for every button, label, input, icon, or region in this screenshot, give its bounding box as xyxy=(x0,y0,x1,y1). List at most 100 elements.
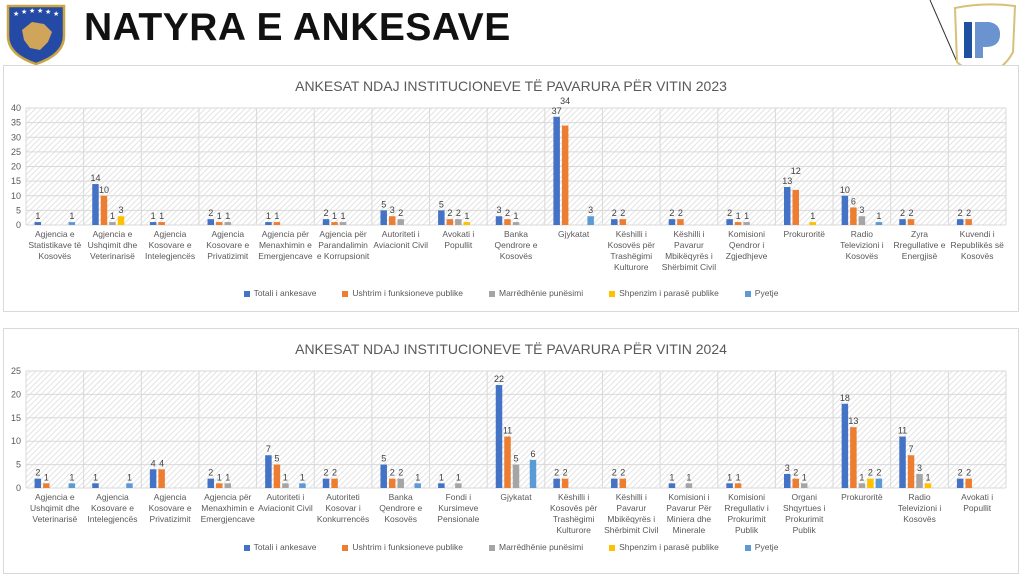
chart-2023-panel: ANKESAT NDAJ INSTITUCIONEVE TË PAVARURA … xyxy=(3,65,1019,312)
data-label: 11 xyxy=(503,426,512,436)
category-label: Organi Shqyrtues i Prokurimit Publik xyxy=(782,492,826,535)
data-label: 1 xyxy=(283,472,288,482)
data-label: 1 xyxy=(859,472,864,482)
legend-label: Marrëdhënie punësimi xyxy=(498,542,584,552)
bar-ushtrim-i-funksioneve-publike xyxy=(792,478,799,488)
y-tick-label: 0 xyxy=(16,220,21,230)
legend-swatch xyxy=(342,290,349,297)
bar-totali-i-ankesave xyxy=(553,116,560,225)
data-label: 2 xyxy=(793,468,798,478)
data-label: 2 xyxy=(876,468,881,478)
data-label: 1 xyxy=(669,472,674,482)
data-label: 6 xyxy=(851,196,856,206)
bar-totali-i-ankesave xyxy=(841,403,849,488)
data-label: 1 xyxy=(736,472,741,482)
category-label: Këshilli i Pavarur Mbikëqyrës i Shërbimi… xyxy=(604,492,659,535)
category-label: Agjencia Kosovare e Intelegjencës xyxy=(145,229,196,261)
bar-ushtrim-i-funksioneve-publike xyxy=(734,483,742,488)
ip-logo xyxy=(929,0,1017,78)
data-label: 3 xyxy=(859,205,864,215)
bar-marr-dh-nie-pun-simi xyxy=(109,222,116,225)
category-label: Gjykatat xyxy=(558,229,590,239)
bar-ushtrim-i-funksioneve-publike xyxy=(619,478,627,488)
data-label: 2 xyxy=(398,468,403,478)
bar-ushtrim-i-funksioneve-publike xyxy=(965,219,972,225)
data-label: 2 xyxy=(208,468,213,478)
svg-text:★: ★ xyxy=(45,8,51,16)
data-label: 1 xyxy=(464,211,469,221)
data-label: 5 xyxy=(439,199,444,209)
y-tick-label: 20 xyxy=(11,162,21,172)
category-label: Agjencia e Ushqimit dhe Veterinarisë xyxy=(87,229,138,261)
data-label: 1 xyxy=(876,211,881,221)
category-label: Agjencia për Menaxhimin e Emergjencave xyxy=(200,492,255,524)
data-label: 2 xyxy=(456,208,461,218)
bar-totali-i-ankesave xyxy=(438,210,445,225)
bar-totali-i-ankesave xyxy=(34,222,42,225)
data-label: 1 xyxy=(274,211,279,221)
category-label: Komisioni Rregullativ i Prokurimit Publi… xyxy=(724,492,769,535)
category-label: Agjencia për Parandalimin e Korrupsionit xyxy=(316,229,370,261)
data-label: 2 xyxy=(332,468,337,478)
data-label: 10 xyxy=(99,185,109,195)
bar-ushtrim-i-funksioneve-publike xyxy=(561,478,569,488)
legend-label: Totali i ankesave xyxy=(253,288,317,298)
bar-ushtrim-i-funksioneve-publike xyxy=(446,219,454,225)
page-title: NATYRA E ANKESAVE xyxy=(84,6,511,49)
data-label: 2 xyxy=(612,468,617,478)
bar-marr-dh-nie-pun-simi xyxy=(743,222,750,225)
bar-totali-i-ankesave xyxy=(611,478,618,488)
bar-ushtrim-i-funksioneve-publike xyxy=(43,483,50,488)
y-tick-label: 10 xyxy=(11,436,21,446)
data-label: 18 xyxy=(840,393,850,403)
bar-marr-dh-nie-pun-simi xyxy=(455,219,462,225)
bar-marr-dh-nie-pun-simi xyxy=(224,222,232,225)
bar-ushtrim-i-funksioneve-publike xyxy=(331,478,338,488)
legend-label: Ushtrim i funksioneve publike xyxy=(352,542,463,552)
svg-text:★: ★ xyxy=(37,7,43,15)
data-label: 1 xyxy=(159,211,164,221)
y-tick-label: 40 xyxy=(11,103,21,113)
bar-marr-dh-nie-pun-simi xyxy=(916,473,923,488)
data-label: 1 xyxy=(69,472,74,482)
bar-pyetje xyxy=(875,478,883,488)
category-label: Agjencia Kosovare e Intelegjencës xyxy=(87,492,138,524)
data-label: 1 xyxy=(439,472,444,482)
bar-ushtrim-i-funksioneve-publike xyxy=(158,222,165,225)
bar-totali-i-ankesave xyxy=(149,469,157,488)
bar-marr-dh-nie-pun-simi xyxy=(282,483,289,488)
bar-ushtrim-i-funksioneve-publike xyxy=(158,469,165,488)
data-label: 2 xyxy=(620,468,625,478)
bar-marr-dh-nie-pun-simi xyxy=(858,483,866,488)
bar-ushtrim-i-funksioneve-publike xyxy=(850,427,857,488)
data-label: 13 xyxy=(782,176,792,186)
category-label: Autoriteti Kosovar i Konkurrencës xyxy=(316,492,370,524)
bar-totali-i-ankesave xyxy=(438,483,445,488)
bar-ushtrim-i-funksioneve-publike xyxy=(792,189,799,225)
bar-ushtrim-i-funksioneve-publike xyxy=(619,219,627,225)
category-label: Këshilli i Kosovës për Trashëgimi Kultur… xyxy=(550,492,598,535)
legend-swatch xyxy=(609,290,616,297)
data-label: 2 xyxy=(958,208,963,218)
bar-shpenzim-i-paras-publike xyxy=(809,222,816,225)
data-label: 1 xyxy=(802,472,807,482)
category-label: Këshilli i Kosovës për Trashëgimi Kultur… xyxy=(607,229,655,272)
bar-ushtrim-i-funksioneve-publike xyxy=(388,478,396,488)
category-label: Banka Qendrore e Kosovës xyxy=(494,229,538,261)
category-label: Agjencia Kosovare e Privatizimit xyxy=(206,229,250,261)
category-label: Komisioni Qendror i Zgjedhjeve xyxy=(725,229,768,261)
chart-title: ANKESAT NDAJ INSTITUCIONEVE TË PAVARURA … xyxy=(295,341,727,357)
data-label: 1 xyxy=(217,472,222,482)
bar-totali-i-ankesave xyxy=(322,219,330,225)
data-label: 1 xyxy=(217,211,222,221)
legend-label: Shpenzim i parasë publike xyxy=(619,542,719,552)
bar-shpenzim-i-paras-publike xyxy=(463,222,471,225)
y-tick-label: 20 xyxy=(11,389,21,399)
data-label: 3 xyxy=(588,205,593,215)
bar-marr-dh-nie-pun-simi xyxy=(397,478,404,488)
data-label: 5 xyxy=(513,454,518,464)
category-label: Këshilli i Pavarur Mbikëqyrës i Shërbimi… xyxy=(661,229,717,272)
legend-item: Pyetje xyxy=(744,542,778,553)
data-label: 1 xyxy=(332,211,337,221)
